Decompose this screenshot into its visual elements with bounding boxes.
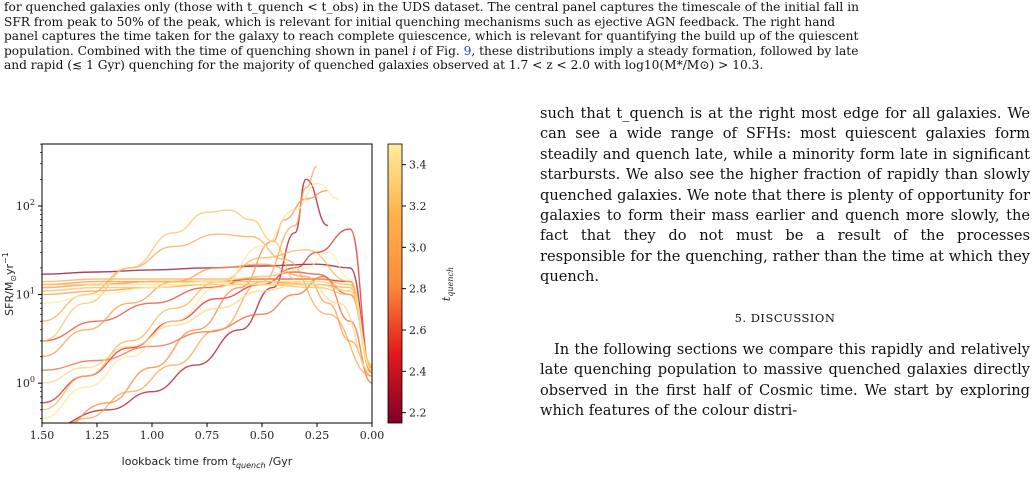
colorbar-tick-label-6: 3.4 bbox=[409, 159, 427, 172]
x-tick-label-5: 0.25 bbox=[305, 429, 330, 442]
x-tick-label-2: 1.00 bbox=[140, 429, 165, 442]
sfh-curve-0 bbox=[42, 263, 372, 371]
caption-line-4a: population. Combined with the time of qu… bbox=[4, 43, 413, 58]
y-tick-label-0: 100 bbox=[16, 375, 35, 390]
y-tick-label-1: 101 bbox=[16, 287, 35, 302]
sfh-curve-6 bbox=[74, 189, 329, 423]
colorbar-tick-label-0: 2.2 bbox=[409, 407, 427, 420]
colorbar-tick-label-4: 3.0 bbox=[409, 241, 427, 254]
paragraph-1: such that t_quench is at the right most … bbox=[540, 105, 1030, 286]
x-axis-label: lookback time from tquench /Gyr bbox=[122, 455, 293, 470]
colorbar-tick-label-5: 3.2 bbox=[409, 200, 427, 213]
caption-line-1: for quenched galaxies only (those with t… bbox=[4, 0, 859, 14]
x-tick-label-0: 1.50 bbox=[30, 429, 55, 442]
sfh-chart: 1.50 1.25 1.00 0.75 0.50 0.25 0.00 100 101 102 l… bbox=[1, 143, 455, 470]
caption-line-4b: of Fig. bbox=[416, 43, 464, 58]
sfh-curve-20 bbox=[42, 251, 372, 371]
x-ticks: 1.50 1.25 1.00 0.75 0.50 0.25 0.00 bbox=[30, 423, 385, 442]
paragraph-2: In the following sections we compare thi… bbox=[540, 341, 1030, 420]
caption-line-2: SFR from peak to 50% of the peak, which … bbox=[4, 14, 836, 29]
x-tick-label-3: 0.75 bbox=[195, 429, 220, 442]
sfh-curve-5 bbox=[42, 275, 372, 384]
sfh-curve-15 bbox=[42, 209, 296, 342]
sfh-curve-1 bbox=[67, 178, 329, 423]
caption-line-4c: , these distributions imply a steady for… bbox=[471, 43, 859, 58]
y-ticks: 100 101 102 bbox=[16, 143, 42, 419]
sfh-figure: 1.50 1.25 1.00 0.75 0.50 0.25 0.00 100 101 102 l… bbox=[0, 112, 520, 478]
figure-link[interactable]: 9 bbox=[463, 43, 472, 58]
sfh-curve-17 bbox=[42, 280, 372, 384]
colorbar-label: tquench bbox=[440, 267, 455, 301]
x-tick-label-6: 0.00 bbox=[360, 429, 385, 442]
colorbar-tick-label-2: 2.6 bbox=[409, 324, 427, 337]
caption-panel-ref: i bbox=[412, 43, 417, 58]
colorbar bbox=[387, 143, 403, 424]
sfh-curve-4 bbox=[42, 271, 372, 369]
sfh-curve-10 bbox=[71, 165, 318, 423]
sfh-curve-19 bbox=[42, 182, 340, 420]
colorbar-ticks: 2.2 2.4 2.6 2.8 3.0 3.2 3.4 bbox=[402, 159, 427, 420]
x-tick-label-4: 0.50 bbox=[250, 429, 275, 442]
colorbar-tick-label-3: 2.8 bbox=[409, 283, 427, 296]
caption-line-3: panel captures the time taken for the ga… bbox=[4, 29, 859, 44]
x-tick-label-1: 1.25 bbox=[85, 429, 110, 442]
caption-line-5: and rapid (≲ 1 Gyr) quenching for the ma… bbox=[4, 58, 764, 73]
sfh-curve-18 bbox=[42, 283, 372, 371]
y-axis-label: SFR/M⊙yr−1 bbox=[1, 252, 18, 316]
sfh-curve-3 bbox=[42, 228, 372, 404]
sfh-curve-12 bbox=[42, 278, 372, 366]
figure-caption: for quenched galaxies only (those with t… bbox=[4, 0, 1030, 73]
section-heading: 5. DISCUSSION bbox=[734, 310, 836, 325]
sfh-curves bbox=[42, 165, 372, 423]
sfh-curve-11 bbox=[42, 233, 372, 377]
body-text: such that t_quench is at the right most … bbox=[540, 104, 1030, 422]
colorbar-tick-label-1: 2.4 bbox=[409, 365, 427, 378]
y-tick-label-2: 102 bbox=[16, 198, 35, 213]
